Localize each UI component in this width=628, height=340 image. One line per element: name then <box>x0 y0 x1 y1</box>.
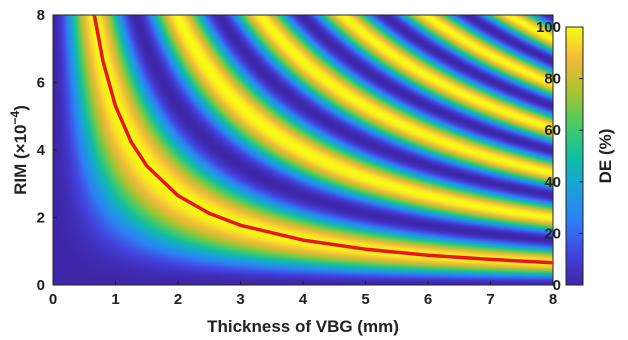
y-tick-label: 0 <box>37 277 45 294</box>
colorbar-tick-label: 60 <box>544 122 561 139</box>
colorbar-tick-label: 20 <box>544 225 561 242</box>
y-axis: 0 2 4 6 8 <box>37 7 57 294</box>
x-tick-label: 5 <box>361 291 369 308</box>
ridge-curve <box>92 14 554 265</box>
y-axis-label-main: RIM (×10 <box>11 124 30 194</box>
colorbar-tick-label: 100 <box>536 19 561 36</box>
x-tick-label: 2 <box>174 291 182 308</box>
y-tick-label: 6 <box>37 75 45 92</box>
x-axis-label: Thickness of VBG (mm) <box>207 317 399 336</box>
y-axis-label: RIM (×10−4) <box>8 105 30 195</box>
x-tick-label: 4 <box>299 291 308 308</box>
heatmap-area <box>52 14 554 286</box>
colorbar: 0 20 40 60 80 100 DE (%) <box>536 19 615 294</box>
y-tick-label: 2 <box>37 210 45 227</box>
x-tick-label: 6 <box>424 291 432 308</box>
x-axis: 0 1 2 3 4 5 6 7 8 <box>49 281 557 308</box>
heatmap-image <box>53 15 553 285</box>
colorbar-gradient <box>565 26 584 286</box>
x-tick-label: 3 <box>236 291 244 308</box>
y-tick-label: 8 <box>37 7 45 24</box>
x-tick-label: 1 <box>111 291 119 308</box>
x-tick-label: 7 <box>486 291 494 308</box>
x-tick-label: 0 <box>49 291 57 308</box>
y-axis-label-suffix: ) <box>11 105 30 111</box>
y-tick-label: 4 <box>37 142 46 159</box>
colorbar-ticks: 0 20 40 60 80 100 <box>536 19 583 294</box>
y-axis-label-exponent: −4 <box>8 110 22 124</box>
x-tick-label: 8 <box>549 291 557 308</box>
colorbar-tick-label: 40 <box>544 174 561 191</box>
colorbar-tick-label: 80 <box>544 71 561 88</box>
colorbar-label: DE (%) <box>596 129 615 184</box>
colorbar-tick-label: 0 <box>553 277 561 294</box>
